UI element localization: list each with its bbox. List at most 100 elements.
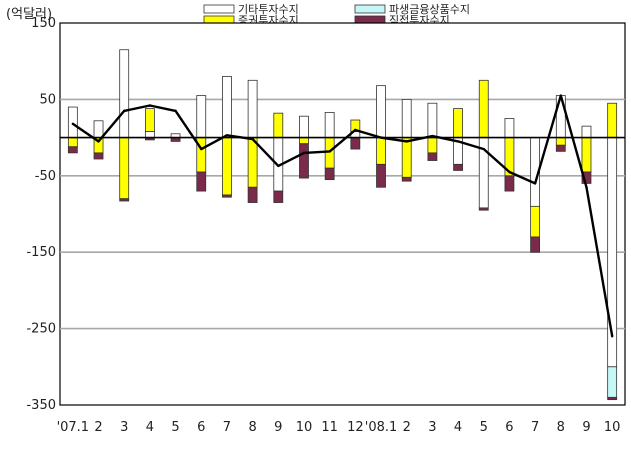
x-tick-label: 11 bbox=[321, 420, 338, 435]
bar-4-10 bbox=[299, 143, 309, 179]
bar-2-10 bbox=[299, 137, 309, 145]
net-line-point bbox=[123, 109, 126, 113]
net-line bbox=[72, 94, 614, 337]
bar-2-13 bbox=[376, 137, 386, 165]
bar-2-7 bbox=[222, 137, 232, 196]
x-tick-label: 12 bbox=[347, 420, 364, 435]
bar-1-4 bbox=[144, 131, 155, 139]
bar-2-4 bbox=[144, 108, 155, 132]
x-tick-label: 5 bbox=[171, 420, 179, 435]
bar-4-7 bbox=[222, 194, 232, 198]
bar-1-13 bbox=[376, 85, 386, 139]
y-tick-label: -150 bbox=[26, 245, 56, 260]
net-line-point bbox=[277, 164, 280, 168]
y-tick-label: 50 bbox=[39, 92, 56, 107]
net-line-point bbox=[354, 128, 357, 132]
y-tick-label: 150 bbox=[31, 16, 56, 31]
bar-4-13 bbox=[376, 163, 386, 188]
bar-4-6 bbox=[196, 171, 207, 192]
net-line-point bbox=[225, 134, 229, 137]
bar-1-8 bbox=[247, 79, 258, 139]
x-tick-label: 5 bbox=[480, 420, 488, 435]
bars bbox=[67, 49, 618, 401]
bar-4-12 bbox=[350, 137, 361, 150]
legend-swatch bbox=[203, 4, 235, 14]
bar-4-19 bbox=[530, 236, 541, 253]
bar-2-17 bbox=[478, 79, 489, 139]
net-line-point bbox=[559, 94, 562, 97]
net-line-point bbox=[405, 140, 408, 143]
bar-1-10 bbox=[299, 115, 309, 139]
x-tick-label: 4 bbox=[454, 420, 462, 435]
x-tick-label: 2 bbox=[94, 420, 102, 435]
legend-label: 기타투자수지 bbox=[238, 3, 299, 16]
bar-4-9 bbox=[273, 190, 284, 203]
bar-4-20 bbox=[555, 144, 566, 152]
y-tick-label: -50 bbox=[35, 169, 56, 184]
bar-1-6 bbox=[196, 95, 207, 139]
x-tick-label: 7 bbox=[531, 420, 539, 435]
net-line-point bbox=[508, 170, 511, 174]
x-tick-label: 9 bbox=[582, 420, 590, 435]
bar-4-22 bbox=[607, 396, 618, 401]
bar-4-18 bbox=[504, 175, 515, 192]
net-line-point bbox=[456, 140, 460, 143]
bar-1-20 bbox=[555, 95, 566, 139]
y-tick-label: -350 bbox=[26, 398, 56, 413]
y-tick-label: -250 bbox=[26, 322, 56, 337]
bar-4-17 bbox=[478, 207, 489, 211]
bar-2-20 bbox=[555, 137, 566, 146]
bar-1-2 bbox=[93, 120, 104, 139]
x-tick-label: 8 bbox=[557, 420, 565, 435]
bar-4-15 bbox=[427, 152, 438, 161]
bar-1-3 bbox=[119, 49, 130, 139]
bar-4-8 bbox=[247, 186, 258, 203]
x-tick-label: 8 bbox=[248, 420, 256, 435]
x-tick-label: 3 bbox=[428, 420, 436, 435]
bar-4-14 bbox=[401, 176, 412, 182]
bar-1-21 bbox=[581, 125, 592, 138]
net-line-series bbox=[71, 94, 614, 338]
x-tick-label: 7 bbox=[223, 420, 231, 435]
x-axis-ticks: '07.1 2 3 4 5 6 7 8 9 10 11 12'08.1 2 3 4 5 6 7 8 9 10 bbox=[57, 420, 621, 435]
bar-1-1 bbox=[67, 106, 78, 139]
net-line-point bbox=[251, 137, 254, 141]
net-line-point bbox=[302, 151, 306, 155]
x-tick-label: 6 bbox=[197, 420, 205, 435]
bar-4-2 bbox=[93, 152, 104, 160]
net-line-point bbox=[482, 147, 485, 151]
bar-2-21 bbox=[581, 137, 592, 173]
x-tick-label: '08.1 bbox=[365, 420, 398, 435]
net-line-point bbox=[71, 122, 75, 126]
bar-2-1 bbox=[67, 137, 78, 148]
x-tick-label: '07.1 bbox=[57, 420, 90, 435]
plot-area bbox=[59, 22, 626, 406]
bar-1-7 bbox=[222, 76, 232, 139]
net-line-point bbox=[533, 182, 537, 185]
net-line-point bbox=[379, 136, 383, 139]
x-tick-label: 10 bbox=[604, 420, 621, 435]
bar-4-3 bbox=[119, 198, 130, 202]
legend-label: 파생금융상품수지 bbox=[389, 3, 470, 16]
x-tick-label: 4 bbox=[146, 420, 154, 435]
bar-2-15 bbox=[427, 137, 438, 154]
legend-swatch bbox=[354, 4, 386, 14]
bar-4-1 bbox=[67, 146, 78, 154]
bar-3-22 bbox=[607, 366, 618, 398]
x-tick-label: 3 bbox=[120, 420, 128, 435]
net-line-point bbox=[200, 147, 203, 151]
net-line-point bbox=[148, 104, 152, 107]
x-tick-label: 2 bbox=[403, 420, 411, 435]
bar-2-9 bbox=[273, 112, 284, 139]
net-line-point bbox=[585, 186, 588, 189]
net-line-point bbox=[610, 335, 614, 338]
unit-label: (억달러) bbox=[6, 7, 52, 22]
bar-2-16 bbox=[453, 108, 463, 139]
bar-2-22 bbox=[607, 102, 618, 139]
bar-2-19 bbox=[530, 205, 541, 238]
bar-2-3 bbox=[119, 137, 130, 200]
net-line-point bbox=[431, 134, 434, 138]
x-tick-label: 10 bbox=[296, 420, 313, 435]
bar-1-14 bbox=[401, 99, 412, 139]
bar-1-18 bbox=[504, 118, 515, 139]
